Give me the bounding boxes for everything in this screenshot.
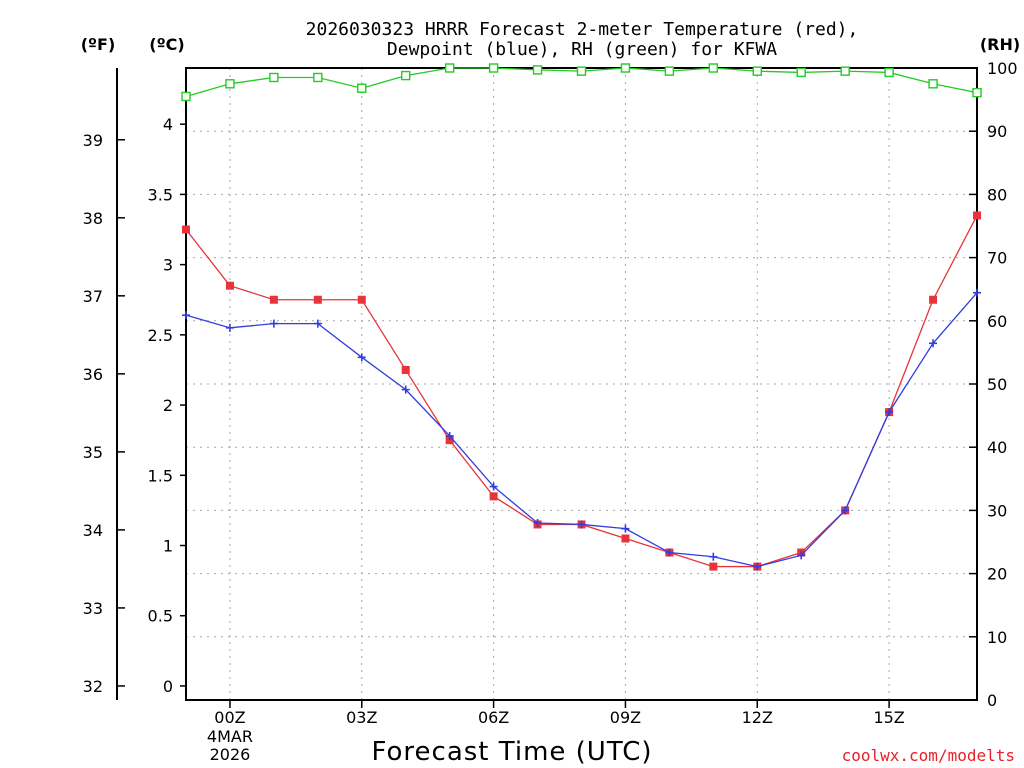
rh-unit-label: (RH) (980, 35, 1020, 54)
dewpoint-point (357, 353, 366, 362)
x-axis-title: Forecast Time (UTC) (371, 737, 652, 767)
rh-point (752, 66, 762, 76)
rh-tick-label: 20 (987, 565, 1007, 584)
rh-point (225, 79, 235, 89)
dewpoint-point (621, 524, 630, 533)
temperature-point (357, 295, 366, 304)
x-tick-label: 12Z (742, 708, 773, 727)
fahrenheit-unit-label: (ºF) (81, 35, 116, 54)
temperature-point (225, 281, 234, 290)
x-tick-label: 15Z (873, 708, 904, 727)
temperature-point (929, 295, 938, 304)
rh-tick-label: 40 (987, 438, 1007, 457)
dewpoint-point (665, 548, 674, 557)
rh-point (532, 65, 543, 75)
x-tick-label: 00Z (214, 708, 245, 727)
rh-tick-label: 50 (987, 375, 1007, 394)
dewpoint-point (489, 482, 498, 491)
rh-point (664, 66, 675, 76)
celsius-unit-label: (ºC) (149, 35, 184, 54)
temperature-point (621, 534, 630, 543)
celsius-tick-label: 4 (163, 115, 173, 134)
rh-point (620, 63, 631, 73)
dewpoint-point (885, 408, 894, 417)
rh-tick-label: 90 (987, 122, 1007, 141)
fahrenheit-tick-label: 32 (83, 677, 103, 696)
temperature-point (709, 562, 718, 571)
rh-point (972, 87, 982, 98)
fahrenheit-tick-label: 33 (83, 599, 103, 618)
temperature-point (182, 225, 190, 234)
rh-point (401, 70, 411, 81)
rh-point (928, 79, 938, 89)
dewpoint-point (929, 339, 938, 348)
celsius-tick-label: 2 (163, 396, 173, 415)
fahrenheit-tick-label: 38 (83, 209, 103, 228)
rh-tick-label: 100 (987, 59, 1018, 78)
axes (116, 67, 978, 708)
celsius-tick-label: 3.5 (148, 185, 173, 204)
temperature-point (445, 436, 454, 445)
chart-title-line-1: 2026030323 HRRR Forecast 2-meter Tempera… (306, 19, 859, 40)
rh-point (576, 66, 587, 76)
x-tick-sublabel: 4MAR (207, 727, 253, 746)
rh-tick-label: 10 (987, 628, 1007, 647)
rh-point (313, 72, 323, 83)
x-tick-label: 09Z (610, 708, 641, 727)
x-tick-label: 03Z (346, 708, 377, 727)
dewpoint-point (973, 288, 981, 297)
temperature-point (269, 295, 278, 304)
celsius-tick-label: 1 (163, 537, 173, 556)
rh-point (181, 91, 191, 102)
dewpoint-point (225, 323, 234, 332)
temperature-point (313, 295, 322, 304)
rh-tick-label: 0 (987, 691, 997, 710)
x-tick-label: 06Z (478, 708, 509, 727)
celsius-tick-label: 2.5 (148, 326, 173, 345)
credit-link[interactable]: coolwx.com/modelts (842, 746, 1015, 765)
rh-point (488, 63, 499, 73)
rh-tick-label: 30 (987, 501, 1007, 520)
fahrenheit-tick-label: 34 (83, 521, 103, 540)
rh-point (444, 63, 455, 73)
rh-point (796, 67, 806, 78)
rh-tick-label: 80 (987, 185, 1007, 204)
fahrenheit-tick-label: 37 (83, 287, 103, 306)
dewpoint-point (313, 319, 322, 328)
x-tick-sublabel: 2026 (210, 745, 251, 764)
rh-point (884, 67, 894, 78)
dewpoint-point (577, 520, 586, 529)
fahrenheit-tick-label: 35 (83, 443, 103, 462)
dewpoint-point (797, 551, 806, 560)
grid-lines (186, 68, 977, 700)
dewpoint-point (753, 562, 762, 571)
fahrenheit-tick-label: 36 (83, 365, 103, 384)
rh-tick-label: 60 (987, 312, 1007, 331)
dewpoint-point (182, 311, 190, 320)
rh-point (708, 63, 719, 73)
temperature-point (973, 211, 981, 220)
dewpoint-point (841, 506, 850, 515)
dewpoint-point (533, 519, 542, 528)
rh-point (357, 83, 367, 93)
celsius-tick-label: 1.5 (148, 466, 173, 485)
rh-tick-label: 70 (987, 249, 1007, 268)
temperature-point (489, 492, 498, 501)
celsius-tick-label: 3 (163, 256, 173, 275)
chart-title-line-2: Dewpoint (blue), RH (green) for KFWA (387, 39, 777, 60)
celsius-tick-label: 0.5 (148, 607, 173, 626)
dewpoint-point (709, 552, 718, 561)
data-series (181, 63, 982, 571)
temperature-line (185, 215, 978, 568)
celsius-tick-label: 0 (163, 677, 173, 696)
temperature-point (401, 365, 410, 374)
rh-point (840, 66, 850, 76)
rh-point (269, 72, 279, 83)
tick-labels: 0 0.5 1 1.5 2 2.5 3 3.5 4 32 33 34 35 36 37 38 39 0 10 20 30… (83, 59, 1018, 764)
dewpoint-point (445, 431, 454, 440)
dewpoint-point (269, 319, 278, 328)
dewpoint-point (401, 385, 410, 394)
fahrenheit-tick-label: 39 (83, 131, 103, 150)
